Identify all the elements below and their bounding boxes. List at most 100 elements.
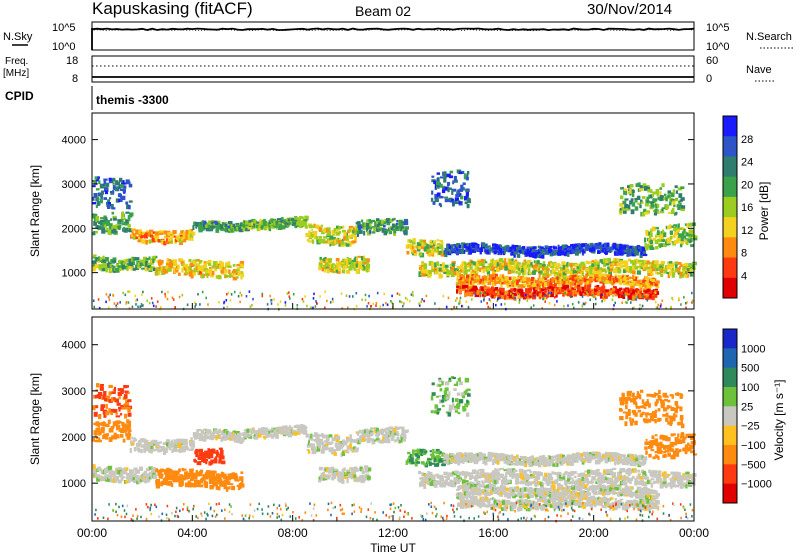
echo-cell: [441, 463, 446, 467]
echo-cell: [340, 240, 345, 245]
scatter-band: [443, 242, 648, 259]
echo-cell: [510, 292, 512, 295]
echo-cell: [242, 227, 247, 232]
echo-cell: [405, 460, 408, 465]
echo-cell: [134, 257, 140, 261]
echo-cell: [298, 218, 302, 222]
echo-cell: [258, 227, 262, 231]
echo-cell: [203, 261, 206, 266]
echo-cell: [597, 246, 602, 250]
echo-cell: [396, 292, 399, 295]
echo-cell: [636, 195, 641, 200]
echo-cell: [496, 260, 499, 265]
echo-cell: [147, 449, 151, 453]
echo-cell: [566, 275, 571, 278]
echo-cell: [387, 429, 391, 433]
echo-cell: [429, 450, 433, 453]
echo-cell: [452, 180, 455, 185]
echo-cell: [651, 226, 656, 232]
echo-cell: [335, 232, 340, 236]
colorbar-tick-label: 4: [741, 270, 747, 282]
echo-cell: [579, 291, 583, 297]
echo-cell: [341, 307, 344, 310]
echo-cell: [616, 243, 621, 249]
echo-cell: [329, 447, 334, 451]
echo-cell: [311, 234, 315, 238]
echo-cell: [456, 277, 459, 281]
echo-cell: [693, 237, 698, 241]
echo-cell: [255, 433, 260, 439]
echo-cell: [286, 427, 289, 430]
echo-cell: [514, 282, 518, 288]
echo-cell: [376, 226, 380, 232]
echo-cell: [363, 262, 368, 265]
echo-cell: [538, 293, 544, 299]
echo-cell: [330, 449, 335, 455]
echo-cell: [442, 294, 445, 298]
echo-cell: [521, 249, 525, 255]
echo-cell: [298, 427, 302, 430]
echo-cell: [574, 251, 579, 256]
echo-cell: [492, 460, 495, 466]
echo-cell: [107, 419, 111, 424]
echo-cell: [672, 269, 676, 275]
colorbar-swatch: [723, 176, 737, 198]
echo-cell: [523, 283, 527, 286]
echo-cell: [152, 304, 155, 308]
echo-cell: [110, 436, 116, 439]
echo-cell: [634, 260, 637, 265]
echo-cell: [663, 269, 668, 274]
echo-cell: [549, 246, 552, 250]
echo-cell: [629, 188, 632, 194]
echo-cell: [514, 296, 516, 300]
echo-cell: [467, 305, 470, 309]
colorbar-swatch: [723, 277, 737, 299]
echo-cell: [340, 443, 345, 448]
echo-cell: [611, 262, 615, 266]
echo-cell: [207, 430, 212, 433]
echo-cell: [132, 268, 136, 271]
echo-cell: [135, 267, 140, 270]
echo-cell: [376, 291, 379, 295]
cpid-value: themis -3300: [96, 93, 169, 107]
echo-cell: [338, 240, 343, 244]
echo-cell: [318, 443, 322, 449]
echo-cell: [629, 266, 633, 271]
echo-cell: [645, 281, 648, 285]
echo-cell: [618, 248, 624, 252]
echo-cell: [543, 457, 547, 462]
echo-cell: [145, 439, 149, 444]
echo-cell: [225, 299, 228, 302]
echo-cell: [541, 269, 545, 272]
echo-cell: [504, 245, 507, 251]
echo-cell: [501, 294, 506, 299]
echo-cell: [137, 305, 139, 308]
echo-cell: [690, 244, 695, 248]
echo-cell: [640, 251, 644, 256]
echo-cell: [542, 261, 546, 265]
power-ylabel: Slant Range [km]: [28, 165, 42, 257]
echo-cell: [108, 306, 110, 309]
echo-cell: [546, 268, 550, 271]
echo-cell: [324, 290, 326, 293]
echo-cell: [439, 451, 443, 454]
echo-cell: [170, 263, 174, 269]
echo-cell: [138, 440, 141, 445]
echo-cell: [411, 245, 415, 250]
echo-cell: [473, 262, 476, 266]
echo-cell: [419, 448, 424, 453]
echo-cell: [438, 274, 442, 279]
echo-cell: [441, 262, 445, 266]
echo-cell: [321, 433, 324, 437]
nave-label: Nave: [746, 64, 772, 76]
echo-cell: [491, 291, 495, 294]
echo-cell: [601, 300, 603, 303]
echo-cell: [434, 187, 438, 190]
echo-cell: [676, 267, 681, 270]
echo-cell: [646, 283, 651, 289]
echo-cell: [521, 293, 525, 298]
echo-cell: [203, 268, 208, 271]
echo-cell: [201, 220, 204, 225]
echo-cell: [491, 294, 496, 299]
echo-cell: [526, 288, 532, 294]
